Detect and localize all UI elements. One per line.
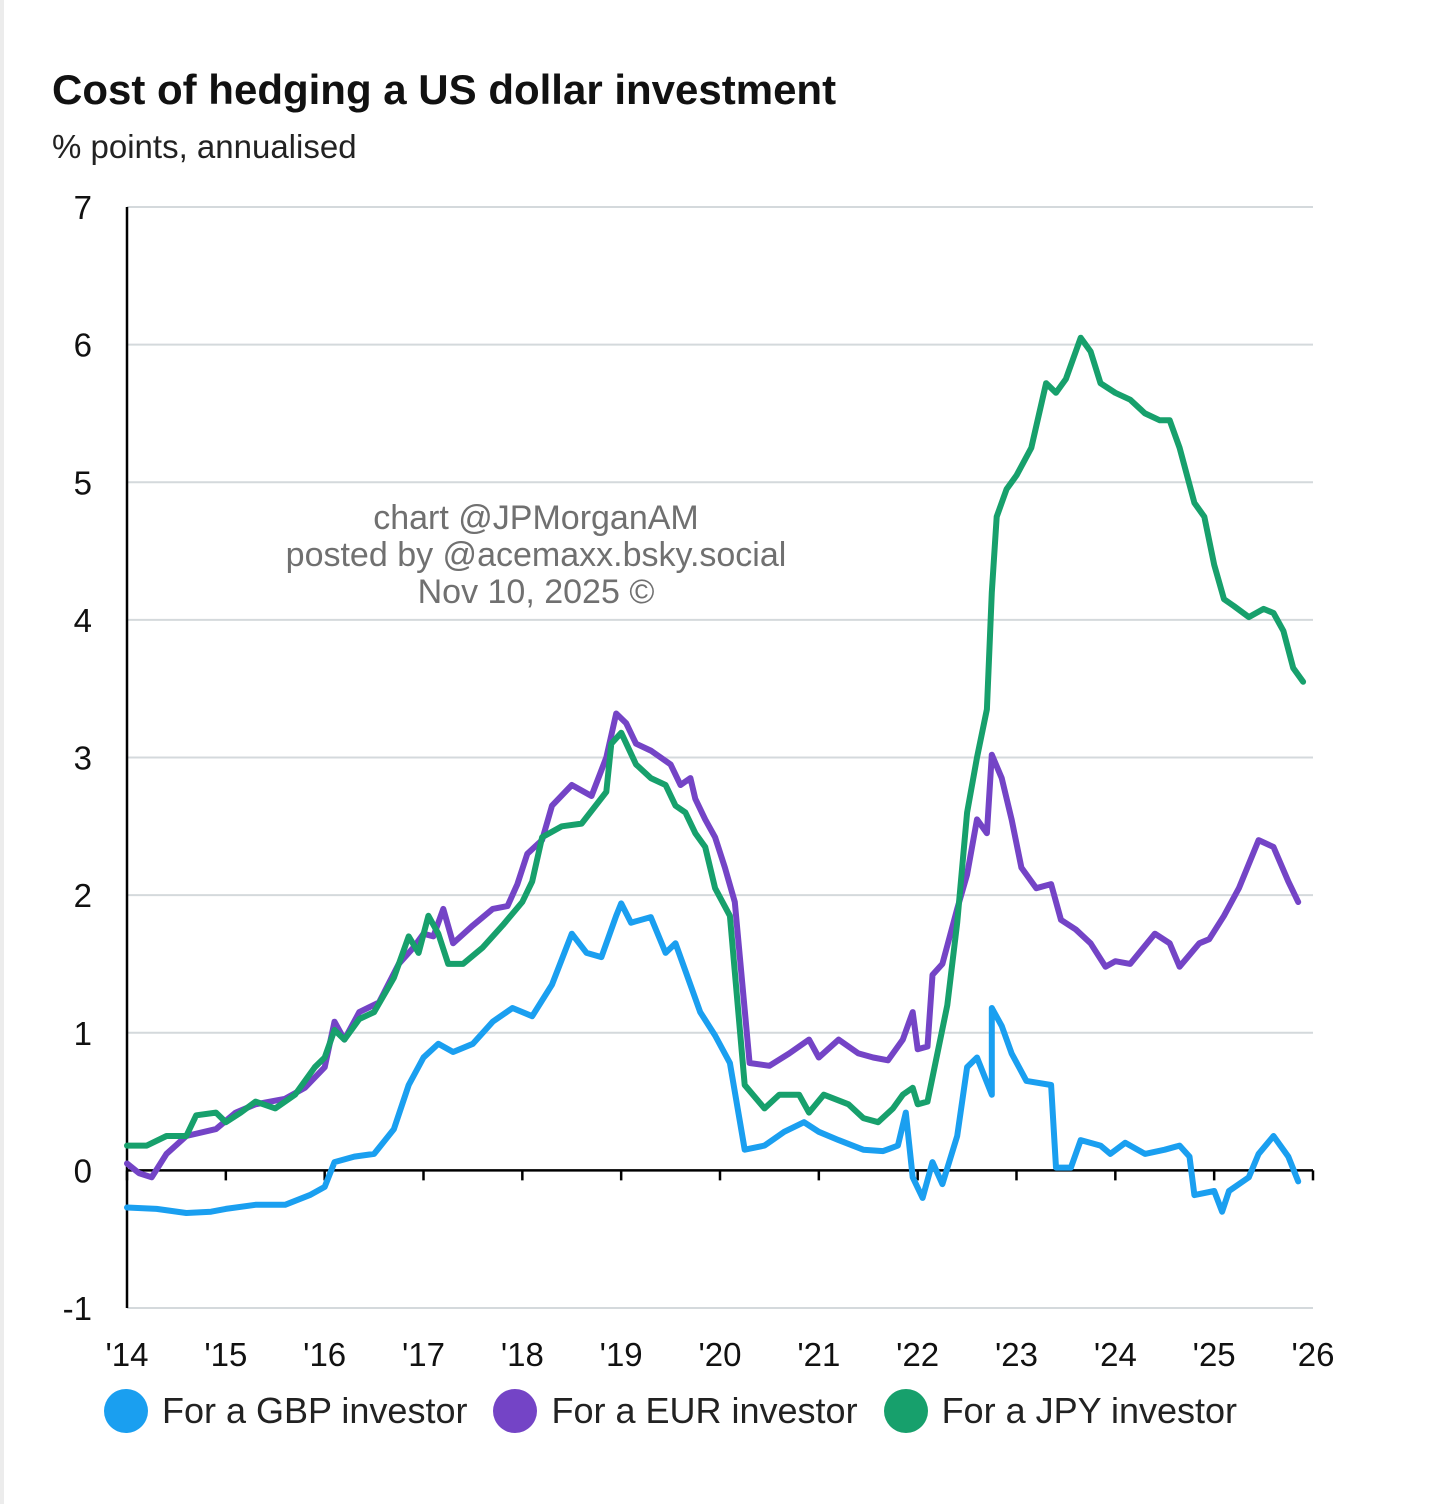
y-tick-label: 5 (74, 464, 92, 501)
x-tick-label: '24 (1094, 1336, 1137, 1373)
watermark-line: Nov 10, 2025 © (417, 573, 655, 611)
x-tick-label: '19 (600, 1336, 643, 1373)
x-tick-label: '16 (303, 1336, 346, 1373)
x-tick-label: '18 (501, 1336, 544, 1373)
grid-layer (127, 206, 1313, 1309)
legend-label: For a JPY investor (941, 1390, 1238, 1431)
chart-subtitle: % points, annualised (52, 128, 357, 165)
x-tick-label: '14 (105, 1336, 148, 1373)
series-line-gbp (124, 900, 1302, 1216)
x-tick-label: '15 (204, 1336, 247, 1373)
x-tick-label: '20 (698, 1336, 741, 1373)
axis-layer (125, 207, 1315, 1308)
legend-swatch-eur (493, 1389, 538, 1433)
x-tick-label: '17 (402, 1336, 445, 1373)
x-tick-label: '25 (1193, 1336, 1236, 1373)
legend: For a GBP investor For a EUR investor Fo… (104, 1386, 1263, 1436)
legend-swatch-jpy (883, 1389, 928, 1433)
legend-item-gbp[interactable]: For a GBP investor (104, 1389, 467, 1433)
y-tick-label: 2 (74, 877, 92, 914)
watermark-line: posted by @acemaxx.bsky.social (285, 536, 787, 574)
frame-edge (0, 0, 4, 1504)
series-line-eur (124, 710, 1302, 1181)
x-tick-label: '26 (1291, 1336, 1334, 1373)
legend-swatch-gbp (104, 1389, 148, 1433)
y-tick-label: 7 (74, 189, 92, 226)
y-tick-label: 1 (74, 1015, 92, 1052)
x-tick-label: '23 (995, 1336, 1038, 1373)
y-tick-label: 6 (74, 327, 92, 364)
legend-label: For a GBP investor (162, 1390, 468, 1431)
legend-item-jpy[interactable]: For a JPY investor (883, 1389, 1238, 1433)
y-tick-label: 0 (74, 1152, 92, 1189)
y-tick-label: 4 (74, 602, 92, 639)
watermark-line: chart @JPMorganAM (373, 499, 699, 537)
series-layer (124, 334, 1307, 1216)
x-tick-label: '22 (896, 1336, 939, 1373)
series-line-jpy (124, 334, 1307, 1149)
x-tick-label: '21 (797, 1336, 840, 1373)
legend-item-eur[interactable]: For a EUR investor (493, 1389, 858, 1433)
legend-label: For a EUR investor (551, 1390, 858, 1431)
y-tick-label: 3 (74, 740, 92, 777)
watermark-annotation: chart @JPMorganAM posted by @acemaxx.bsk… (230, 500, 842, 611)
chart-title: Cost of hedging a US dollar investment (52, 66, 837, 113)
tick-label-layer: -1 0 1 2 3 4 5 6 7 '14 '15 '16 '17 '18 '19 '20 '21 '22 '23… (63, 189, 1335, 1373)
y-tick-label: -1 (63, 1290, 92, 1327)
